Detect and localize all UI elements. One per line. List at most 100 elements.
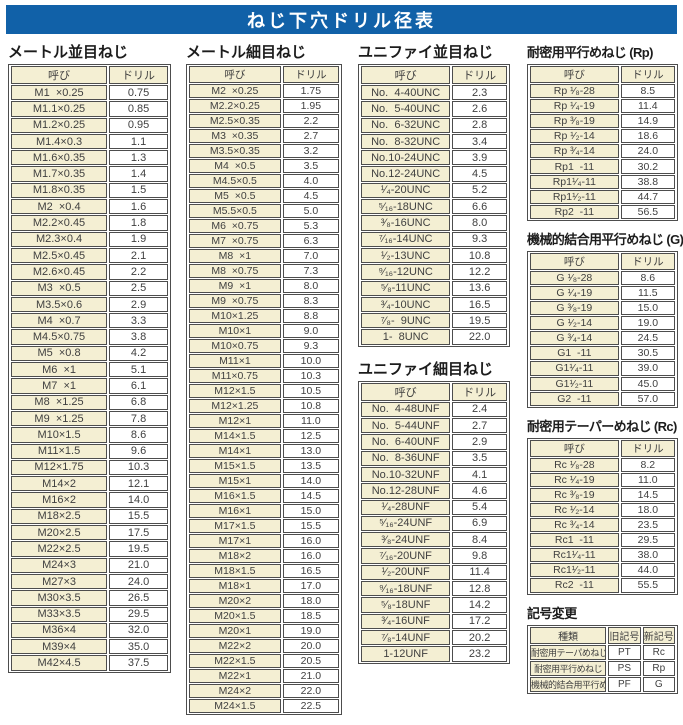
table-row: ⁵⁄₁₆-18UNC 6.6 (361, 199, 507, 215)
drill-value-cell: PF (608, 676, 641, 692)
drill-value-cell: 6.6 (452, 199, 507, 215)
table-row: 1-12UNF 23.2 (361, 646, 507, 662)
thread-name-cell: M9 ×1.25 (11, 410, 108, 427)
thread-name-cell: M1 ×0.25 (11, 85, 108, 101)
thread-name-cell: M24×3 (11, 557, 108, 573)
section-metric-fine: メートル細目ねじ 呼び ドリル M2 ×0.25 1.75 M2.2×0.25 1.9… (186, 44, 342, 715)
table-row: ¹⁄₂-13UNC 10.8 (361, 247, 507, 264)
table-row: M2 ×0.4 1.6 (11, 199, 168, 215)
drill-value-cell: 4.0 (282, 174, 339, 188)
drill-value-cell: 20.5 (282, 654, 339, 668)
thread-name-cell: M16×2 (11, 492, 108, 508)
thread-name-cell: M11×1.5 (11, 443, 108, 459)
drill-value-cell: 3.5 (452, 450, 507, 466)
table-row: M12×1.25 10.8 (189, 399, 339, 413)
drill-value-cell: 8.4 (452, 532, 507, 548)
column-header-name: 呼び (361, 382, 451, 401)
drill-value-cell: 8.8 (282, 309, 339, 323)
drill-value-cell: 18.0 (282, 594, 339, 608)
drill-value-cell: 2.2 (109, 264, 168, 280)
table-row: M2.2×0.45 1.8 (11, 215, 168, 231)
section-title-symbol-change: 記号変更 (527, 605, 577, 621)
drill-value-cell: 35.0 (109, 639, 168, 655)
table-row: 機械的結合用平行めねじPFG (530, 676, 675, 692)
table-row: Rc2 -11 55.5 (530, 578, 675, 593)
drill-value-cell: 24.5 (620, 331, 675, 346)
table-row: M6 ×1 5.1 (11, 362, 168, 378)
section-unified-coarse: ユニファイ並目ねじ 呼び ドリル No. 4-40UNC 2.3 No. 5-40U… (358, 44, 510, 347)
table-header-row: 呼び ドリル (361, 66, 507, 84)
page-title-banner: ねじ下穴ドリル径表 (6, 5, 677, 34)
table-row: G1¹⁄₂-11 45.0 (530, 376, 675, 391)
drill-value-cell: 13.6 (452, 280, 507, 296)
table-row: No. 4-40UNC 2.3 (361, 85, 507, 101)
thread-name-cell: Rc ³⁄₄-14 (530, 518, 619, 533)
metric-coarse-table: 呼び ドリル M1 ×0.25 0.75 M1.1×0.25 0.85 M1.2×0.2… (8, 64, 171, 673)
table-row: M10×1.25 8.8 (189, 309, 339, 323)
table-row: Rc1¹⁄₄-11 38.0 (530, 548, 675, 563)
thread-name-cell: M16×1.5 (189, 489, 281, 503)
table-row: G ³⁄₄-14 24.5 (530, 331, 675, 346)
thread-name-cell: M42×4.5 (11, 655, 108, 671)
drill-value-cell: 0.85 (109, 101, 168, 117)
table-row: M22×1 21.0 (189, 669, 339, 683)
drill-value-cell: 19.0 (620, 316, 675, 331)
table-row: M20×1.5 18.5 (189, 609, 339, 623)
drill-value-cell: 13.5 (282, 459, 339, 473)
drill-value-cell: 2.1 (109, 247, 168, 264)
table-row: M15×1.5 13.5 (189, 459, 339, 473)
table-row: M3.5×0.35 3.2 (189, 144, 339, 158)
thread-name-cell: M4 ×0.7 (11, 313, 108, 329)
drill-value-cell: 18.0 (620, 502, 675, 518)
drill-value-cell: 2.7 (282, 129, 339, 143)
drill-value-cell: 37.5 (109, 655, 168, 671)
column-header-name: 呼び (189, 66, 281, 83)
drill-value-cell: 10.8 (452, 247, 507, 264)
thread-name-cell: ⁵⁄₁₆-18UNC (361, 199, 451, 215)
table-header-row: 呼び ドリル (530, 439, 675, 457)
table-row: Rc1¹⁄₂-11 44.0 (530, 563, 675, 578)
drill-value-cell: 4.1 (452, 466, 507, 483)
thread-name-cell: M2 ×0.25 (189, 84, 281, 98)
thread-name-cell: No. 5-44UNF (361, 418, 451, 434)
thread-name-cell: G1 -11 (530, 346, 619, 361)
thread-name-cell: Rc1¹⁄₄-11 (530, 548, 619, 563)
table-row: Rp ³⁄₄-14 24.0 (530, 144, 675, 159)
column-unified: ユニファイ並目ねじ 呼び ドリル No. 4-40UNC 2.3 No. 5-40U… (358, 44, 510, 674)
drill-value-cell: 4.6 (452, 483, 507, 499)
thread-name-cell: M24×2 (189, 684, 281, 698)
drill-value-cell: 2.8 (452, 117, 507, 133)
drill-value-cell: 9.0 (282, 324, 339, 338)
drill-value-cell: 11.4 (452, 564, 507, 581)
thread-name-cell: Rp ³⁄₄-14 (530, 144, 619, 159)
thread-name-cell: ³⁄₈-16UNC (361, 215, 451, 231)
thread-name-cell: 耐密用テーパめねじ (530, 644, 607, 660)
thread-name-cell: M20×1.5 (189, 609, 281, 623)
thread-name-cell: G ³⁄₈-19 (530, 301, 619, 316)
thread-name-cell: Rp ¹⁄₄-19 (530, 99, 619, 114)
table-row: M2.5×0.45 2.1 (11, 247, 168, 264)
thread-name-cell: G ¹⁄₈-28 (530, 270, 619, 285)
table-row: G1¹⁄₄-11 39.0 (530, 361, 675, 376)
table-row: No. 6-40UNF 2.9 (361, 434, 507, 450)
table-row: M5.5×0.5 5.0 (189, 204, 339, 218)
thread-name-cell: ¹⁄₄-20UNC (361, 182, 451, 199)
thread-name-cell: M7 ×0.75 (189, 234, 281, 248)
drill-value-cell: 44.0 (620, 563, 675, 578)
table-row: M1.1×0.25 0.85 (11, 101, 168, 117)
table-row: M10×1 9.0 (189, 324, 339, 338)
table-row: M30×3.5 26.5 (11, 590, 168, 606)
thread-name-cell: M14×1 (189, 444, 281, 458)
table-row: Rp ¹⁄₂-14 18.6 (530, 129, 675, 144)
column-metric-fine: メートル細目ねじ 呼び ドリル M2 ×0.25 1.75 M2.2×0.25 1.9… (186, 44, 342, 725)
page-title: ねじ下穴ドリル径表 (247, 10, 436, 31)
thread-name-cell: M2.2×0.45 (11, 215, 108, 231)
table-row: M2.2×0.25 1.95 (189, 99, 339, 113)
table-row: M22×1.5 20.5 (189, 654, 339, 668)
table-row: M20×1 19.0 (189, 624, 339, 638)
table-row: M11×1.5 9.6 (11, 443, 168, 459)
drill-value-cell: 14.9 (620, 114, 675, 129)
table-row: M2.3×0.4 1.9 (11, 231, 168, 247)
table-row: ⁷⁄₈-14UNF 20.2 (361, 629, 507, 646)
table-row: M8 ×1.25 6.8 (11, 394, 168, 410)
